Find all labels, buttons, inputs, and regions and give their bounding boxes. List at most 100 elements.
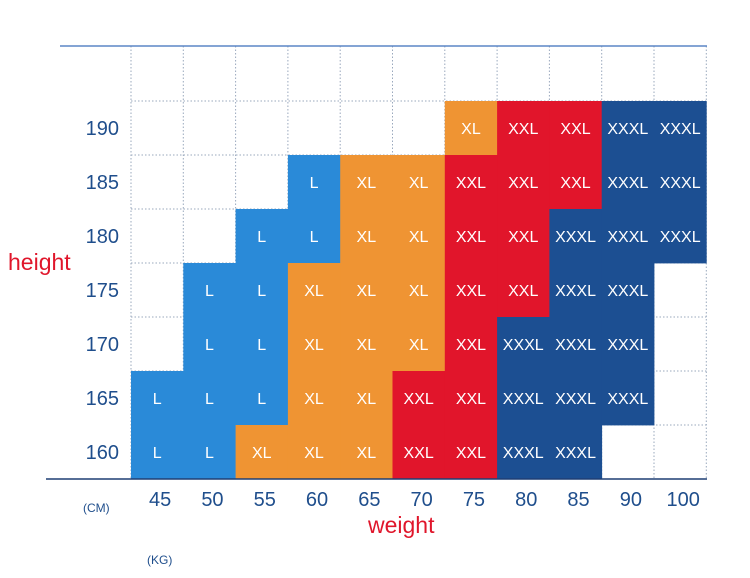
size-cell-xxxl (549, 425, 603, 480)
size-cell-xl (392, 155, 446, 210)
size-cell-label: XL (409, 175, 429, 192)
y-axis-title: height (8, 249, 71, 275)
size-cell-xxl (444, 263, 498, 318)
size-cell-label: L (257, 229, 266, 246)
size-cells (131, 101, 707, 480)
size-cell-label: L (205, 283, 214, 300)
size-cell-l (183, 317, 236, 372)
size-cell-xl (287, 263, 341, 318)
size-cell-xl (340, 371, 393, 426)
y-tick-label: 180 (86, 226, 119, 248)
size-cell-xxxl (601, 209, 655, 264)
size-cell-label: XXXL (607, 283, 648, 300)
size-cell-label: XXL (508, 175, 538, 192)
size-cell-label: XXL (456, 391, 486, 408)
y-unit-label: (CM) (83, 501, 110, 515)
size-cell-xl (340, 155, 393, 210)
size-cell-l (287, 155, 341, 210)
size-cell-xl (392, 263, 446, 318)
size-cell-xxl (549, 155, 603, 210)
size-cell-label: L (257, 283, 266, 300)
size-cell-label: XL (304, 337, 324, 354)
x-tick-label: 45 (149, 489, 171, 511)
x-tick-label: 85 (567, 489, 589, 511)
size-cell-label: L (257, 391, 266, 408)
x-tick-label: 75 (463, 489, 485, 511)
y-tick-label: 170 (86, 334, 119, 356)
x-tick-label: 60 (306, 489, 328, 511)
size-cell-label: XXXL (607, 391, 648, 408)
size-cell-label: XXXL (503, 391, 544, 408)
size-cell-l (287, 209, 341, 264)
size-cell-label: XL (409, 229, 429, 246)
size-cell-label: XL (304, 391, 324, 408)
size-cell-xl (444, 101, 498, 156)
size-cell-label: XL (357, 175, 377, 192)
size-cell-xl (287, 425, 341, 480)
size-cell-xxxl (549, 263, 603, 318)
size-cell-label: XL (252, 445, 272, 462)
size-cell-label: XXXL (503, 445, 544, 462)
size-cell-xxxl (601, 155, 655, 210)
x-tick-label: 50 (201, 489, 223, 511)
size-cell-label: XXL (404, 445, 434, 462)
size-cell-label: XXXL (607, 175, 648, 192)
size-cell-xxl (392, 371, 446, 426)
x-axis-ticks: 45 50 55 60 65 70 75 80 85 90 100 (149, 489, 700, 511)
size-cell-label: XXXL (660, 175, 701, 192)
size-cell-label: XXXL (555, 445, 596, 462)
size-cell-label: L (257, 337, 266, 354)
size-cell-xxxl (654, 101, 707, 156)
y-tick-label: 165 (86, 388, 119, 410)
size-cell-label: XL (461, 121, 481, 138)
size-cell-xl (340, 263, 393, 318)
size-cell-xl (340, 425, 393, 480)
size-cell-label: XXL (456, 175, 486, 192)
size-cell-xxxl (601, 371, 655, 426)
size-cell-label: XXXL (660, 229, 701, 246)
size-cell-l (183, 371, 236, 426)
size-cell-label: L (153, 445, 162, 462)
size-cell-label: XXL (456, 283, 486, 300)
x-tick-label: 80 (515, 489, 537, 511)
size-cell-label: L (153, 391, 162, 408)
y-axis-ticks: 190 185 180 175 170 165 160 (86, 118, 119, 464)
size-cell-label: XL (357, 445, 377, 462)
x-tick-label: 55 (254, 489, 276, 511)
size-labels: XL XXL XXL XXXL XXXL L XL XL XXL XXL XXL XXXL XXXL L L… (153, 121, 701, 462)
x-tick-label: 90 (620, 489, 642, 511)
size-cell-xl (287, 371, 341, 426)
size-cell-label: XXL (508, 229, 538, 246)
size-cell-label: L (205, 391, 214, 408)
size-cell-label: XL (357, 337, 377, 354)
size-cell-label: XXL (456, 445, 486, 462)
size-cell-label: XXXL (607, 121, 648, 138)
size-cell-label: XL (304, 445, 324, 462)
size-cell-label: XXXL (660, 121, 701, 138)
size-cell-label: XXL (456, 229, 486, 246)
size-cell-xxxl (549, 371, 603, 426)
size-cell-xxxl (654, 155, 707, 210)
size-cell-label: XXXL (607, 337, 648, 354)
size-cell-label: XL (357, 229, 377, 246)
size-cell-xxxl (549, 209, 603, 264)
size-cell-xxl (444, 155, 498, 210)
size-cell-label: XXL (404, 391, 434, 408)
size-cell-xxl (444, 317, 498, 372)
y-tick-label: 160 (86, 442, 119, 464)
size-cell-label: XL (357, 391, 377, 408)
size-cell-label: XL (409, 337, 429, 354)
size-cell-xxxl (497, 425, 550, 480)
size-cell-xxl (444, 371, 498, 426)
size-cell-xxl (497, 209, 550, 264)
y-tick-label: 175 (86, 280, 119, 302)
size-cell-xxl (497, 263, 550, 318)
x-tick-label: 100 (666, 489, 699, 511)
size-cell-l (235, 209, 289, 264)
size-cell-xxl (497, 101, 550, 156)
size-cell-l (183, 263, 236, 318)
size-cell-xl (392, 317, 446, 372)
y-tick-label: 185 (86, 172, 119, 194)
size-cell-l (235, 263, 289, 318)
